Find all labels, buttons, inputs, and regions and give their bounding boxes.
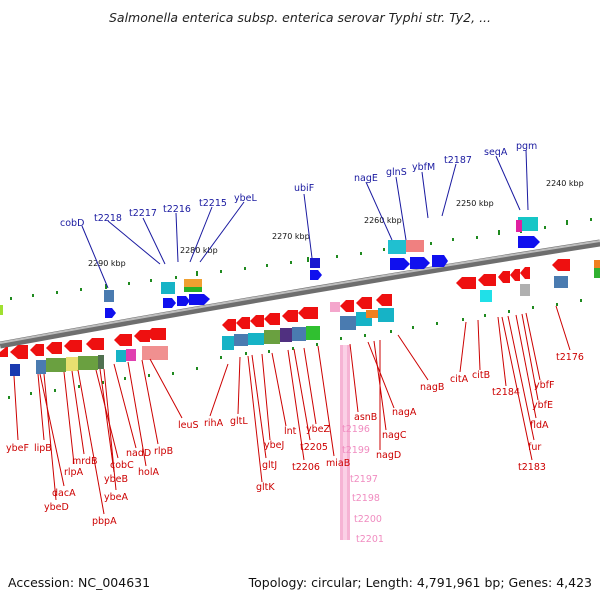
gene-label[interactable]: nagA xyxy=(392,407,417,418)
gene-label[interactable]: dacA xyxy=(52,488,76,499)
gene-label[interactable]: fldA xyxy=(530,420,549,431)
gene-label[interactable]: t2218 xyxy=(94,213,122,224)
gene-label[interactable]: ybeA xyxy=(104,492,128,503)
gene-label[interactable]: cobC xyxy=(110,460,134,471)
gene-label[interactable]: ybeL xyxy=(234,193,257,204)
gene-label[interactable]: nagC xyxy=(382,430,407,441)
bottom-leader-lines xyxy=(13,305,571,515)
gene-label[interactable]: lnt xyxy=(284,426,297,437)
kbp-label: 2240 kbp xyxy=(546,179,584,188)
reverse-features xyxy=(10,260,600,376)
pseudogene-label[interactable]: t2196 xyxy=(342,424,370,435)
gene-label[interactable]: glnS xyxy=(386,167,407,178)
gene-label[interactable]: t2215 xyxy=(199,198,227,209)
gene-label[interactable]: rihA xyxy=(204,418,224,429)
pseudogene-label[interactable]: t2198 xyxy=(352,493,380,504)
topology-text: Topology: circular; Length: 4,791,961 bp… xyxy=(248,575,592,590)
pseudogene-label[interactable]: t2201 xyxy=(356,534,384,545)
scale-ticks-lower xyxy=(8,299,582,399)
gene-label[interactable]: pbpA xyxy=(92,516,117,527)
kbp-label: 2250 kbp xyxy=(456,199,494,208)
gene-label[interactable]: t2183 xyxy=(518,462,546,473)
gene-label[interactable]: asnB xyxy=(354,412,377,423)
genome-backbone xyxy=(0,239,600,349)
gene-label[interactable]: t2205 xyxy=(300,442,328,453)
gene-label[interactable]: gltK xyxy=(256,482,275,493)
gene-label[interactable]: ybeZ xyxy=(306,424,330,435)
gene-label[interactable]: citA xyxy=(450,374,469,385)
reverse-arrows xyxy=(0,259,570,359)
gene-label[interactable]: lipB xyxy=(34,443,52,454)
pseudogene-band xyxy=(340,345,350,540)
pseudogene-label[interactable]: t2199 xyxy=(342,445,370,456)
gene-label[interactable]: gltJ xyxy=(262,460,277,471)
top-labels: cobD t2218 t2217 t2216 t2215 ybeL ubiF n… xyxy=(60,141,537,229)
gene-label[interactable]: gltL xyxy=(230,416,248,427)
pseudogene-label[interactable]: t2200 xyxy=(354,514,382,525)
gene-label[interactable]: ybfF xyxy=(534,380,554,391)
gene-label[interactable]: pgm xyxy=(516,141,537,152)
kbp-label: 2270 kbp xyxy=(272,232,310,241)
gene-label[interactable]: ybeD xyxy=(44,502,69,513)
gene-label[interactable]: t2217 xyxy=(129,208,157,219)
gene-label[interactable]: t2176 xyxy=(556,352,584,363)
gene-label[interactable]: cobD xyxy=(60,218,84,229)
gene-label[interactable]: miaB xyxy=(326,458,350,469)
gene-label[interactable]: mrdB xyxy=(72,456,98,467)
gene-label[interactable]: ybfE xyxy=(532,400,553,411)
gene-label[interactable]: ubiF xyxy=(294,183,314,194)
gene-label[interactable]: seqA xyxy=(484,147,508,158)
forward-arrows xyxy=(105,236,540,318)
gene-label[interactable]: t2206 xyxy=(292,462,320,473)
bottom-labels: ybeF lipB dacA ybeD rlpA mrdB pbpA cobC … xyxy=(6,352,584,527)
gene-label[interactable]: rlpB xyxy=(154,446,173,457)
gene-label[interactable]: rlpA xyxy=(64,467,84,478)
gene-label[interactable]: nagE xyxy=(354,173,378,184)
gene-label[interactable]: nadD xyxy=(126,448,151,459)
gene-label[interactable]: ybfM xyxy=(412,162,435,173)
gene-label[interactable]: t2216 xyxy=(163,204,191,215)
gene-label[interactable]: fur xyxy=(528,442,541,453)
top-leader-lines xyxy=(81,149,529,289)
gene-label[interactable]: nagD xyxy=(376,450,401,461)
gene-label[interactable]: nagB xyxy=(420,382,444,393)
gene-label[interactable]: ybeF xyxy=(6,443,29,454)
map-title: Salmonella enterica subsp. enterica sero… xyxy=(108,10,492,25)
pseudogene-label[interactable]: t2197 xyxy=(350,474,378,485)
kbp-label: 2280 kbp xyxy=(180,246,218,255)
gene-label[interactable]: leuS xyxy=(178,420,199,431)
genome-backbone-highlight xyxy=(0,240,600,344)
forward-features xyxy=(0,217,600,315)
pseudogene-labels: t2196 t2199 t2197 t2198 t2200 t2201 xyxy=(342,424,384,545)
accession-text: Accession: NC_004631 xyxy=(8,575,151,590)
gene-label[interactable]: t2184 xyxy=(492,387,520,398)
gene-label[interactable]: ybeB xyxy=(104,474,128,485)
gene-label[interactable]: t2187 xyxy=(444,155,472,166)
kbp-label: 2290 kbp xyxy=(88,259,126,268)
gene-label[interactable]: holA xyxy=(138,467,159,478)
gene-label[interactable]: citB xyxy=(472,370,490,381)
gene-label[interactable]: ybeJ xyxy=(264,440,284,451)
